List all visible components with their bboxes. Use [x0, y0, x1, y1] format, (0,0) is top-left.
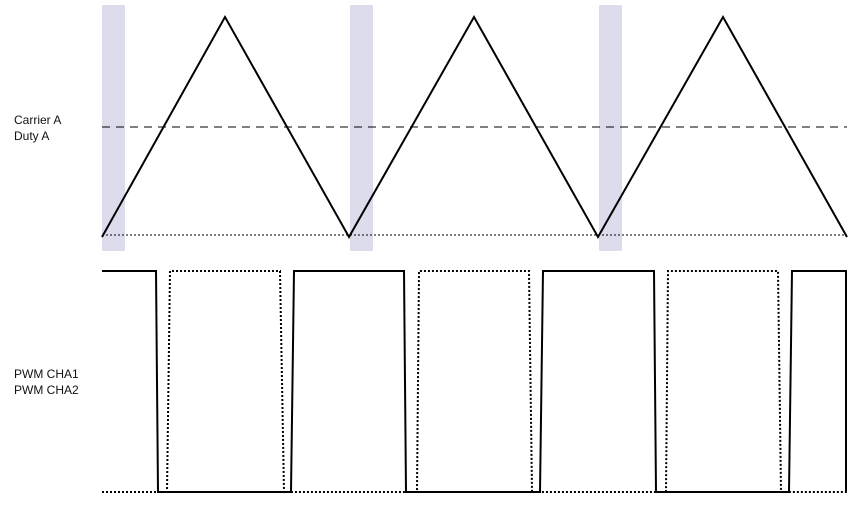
duty-a-label: Duty A: [14, 129, 50, 143]
highlight-window-1: [102, 5, 125, 251]
pwm-cha2-waveform: [102, 270, 847, 493]
pwm-labels: PWM CHA1 PWM CHA2: [14, 366, 79, 398]
carrier-duty-labels: Carrier A Duty A: [14, 112, 61, 144]
carrier-a-label: Carrier A: [14, 113, 62, 127]
carrier-a-waveform: [101, 14, 848, 240]
pwm-cha2-label: PWM CHA2: [14, 383, 79, 397]
highlight-window-2: [350, 5, 373, 251]
pwm-cha1-waveform: [102, 270, 847, 493]
pwm-cha1-label: PWM CHA1: [14, 367, 79, 381]
highlight-window-3: [599, 5, 622, 251]
